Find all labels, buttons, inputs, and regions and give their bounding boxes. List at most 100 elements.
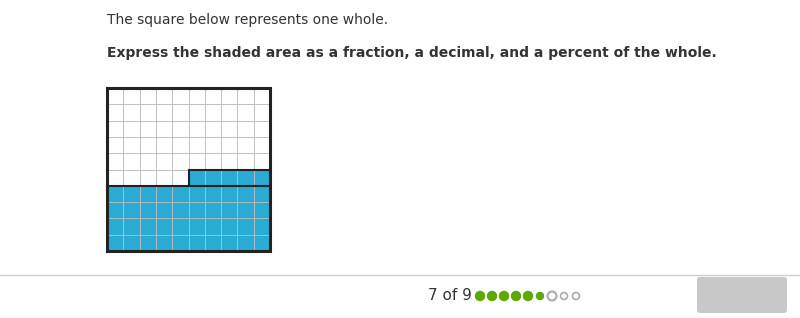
Circle shape <box>537 293 543 300</box>
Bar <box>238 153 254 169</box>
Bar <box>189 169 205 186</box>
Bar <box>254 153 270 169</box>
Bar <box>139 186 156 202</box>
Bar <box>205 169 221 186</box>
Circle shape <box>523 292 533 301</box>
Bar <box>221 218 238 235</box>
Bar <box>221 121 238 137</box>
Bar <box>139 202 156 218</box>
Bar <box>107 218 123 235</box>
Bar <box>238 137 254 153</box>
Bar <box>156 153 172 169</box>
Bar <box>172 153 189 169</box>
Circle shape <box>547 292 557 301</box>
Bar <box>139 153 156 169</box>
Bar <box>123 235 139 251</box>
Circle shape <box>561 293 567 300</box>
Bar <box>189 153 205 169</box>
Bar <box>254 104 270 121</box>
Bar <box>107 88 123 104</box>
Bar <box>205 202 221 218</box>
Bar <box>205 235 221 251</box>
Bar <box>238 169 254 186</box>
Circle shape <box>487 292 497 301</box>
Bar <box>221 202 238 218</box>
Text: The square below represents one whole.: The square below represents one whole. <box>107 13 388 27</box>
Bar <box>123 137 139 153</box>
Bar <box>238 235 254 251</box>
Bar <box>172 88 189 104</box>
Bar <box>172 137 189 153</box>
Bar <box>123 104 139 121</box>
Bar <box>107 169 123 186</box>
Bar <box>221 153 238 169</box>
Bar <box>205 121 221 137</box>
Bar <box>254 218 270 235</box>
Bar <box>189 235 205 251</box>
Text: Express the shaded area as a fraction, a decimal, and a percent of the whole.: Express the shaded area as a fraction, a… <box>107 46 717 60</box>
Bar <box>221 88 238 104</box>
Bar <box>107 153 123 169</box>
Text: Check: Check <box>716 287 768 302</box>
Bar <box>172 235 189 251</box>
Bar <box>238 202 254 218</box>
Bar <box>139 169 156 186</box>
Bar <box>254 202 270 218</box>
Bar <box>172 186 189 202</box>
Bar <box>156 186 172 202</box>
Bar <box>254 169 270 186</box>
Bar <box>156 137 172 153</box>
Bar <box>254 88 270 104</box>
Bar <box>254 186 270 202</box>
Bar <box>107 186 123 202</box>
Bar <box>238 186 254 202</box>
Bar <box>254 137 270 153</box>
Bar <box>205 88 221 104</box>
Circle shape <box>475 292 485 301</box>
Circle shape <box>573 293 579 300</box>
Bar <box>123 169 139 186</box>
Bar <box>189 137 205 153</box>
Circle shape <box>511 292 521 301</box>
Bar <box>156 88 172 104</box>
Bar <box>205 104 221 121</box>
Bar <box>205 186 221 202</box>
Bar <box>238 88 254 104</box>
Bar <box>254 235 270 251</box>
Bar <box>107 121 123 137</box>
Bar <box>107 235 123 251</box>
Bar <box>205 153 221 169</box>
Bar <box>156 202 172 218</box>
Bar <box>139 137 156 153</box>
Bar <box>238 104 254 121</box>
Bar <box>139 88 156 104</box>
Bar <box>189 104 205 121</box>
FancyBboxPatch shape <box>697 277 787 313</box>
Bar <box>123 153 139 169</box>
Bar <box>189 88 205 104</box>
Bar <box>221 104 238 121</box>
Bar <box>123 88 139 104</box>
Bar <box>172 218 189 235</box>
Bar <box>107 137 123 153</box>
Bar <box>139 218 156 235</box>
Bar <box>172 169 189 186</box>
Bar <box>221 235 238 251</box>
Bar <box>189 121 205 137</box>
Bar <box>238 121 254 137</box>
Bar <box>156 104 172 121</box>
Bar <box>254 121 270 137</box>
Bar <box>139 121 156 137</box>
Bar <box>123 186 139 202</box>
Bar <box>156 121 172 137</box>
Bar <box>221 186 238 202</box>
Bar <box>123 218 139 235</box>
Bar <box>238 218 254 235</box>
Bar <box>156 218 172 235</box>
Bar <box>189 186 205 202</box>
Bar <box>205 218 221 235</box>
Bar <box>107 104 123 121</box>
Bar <box>156 169 172 186</box>
Bar <box>107 202 123 218</box>
Bar <box>139 235 156 251</box>
